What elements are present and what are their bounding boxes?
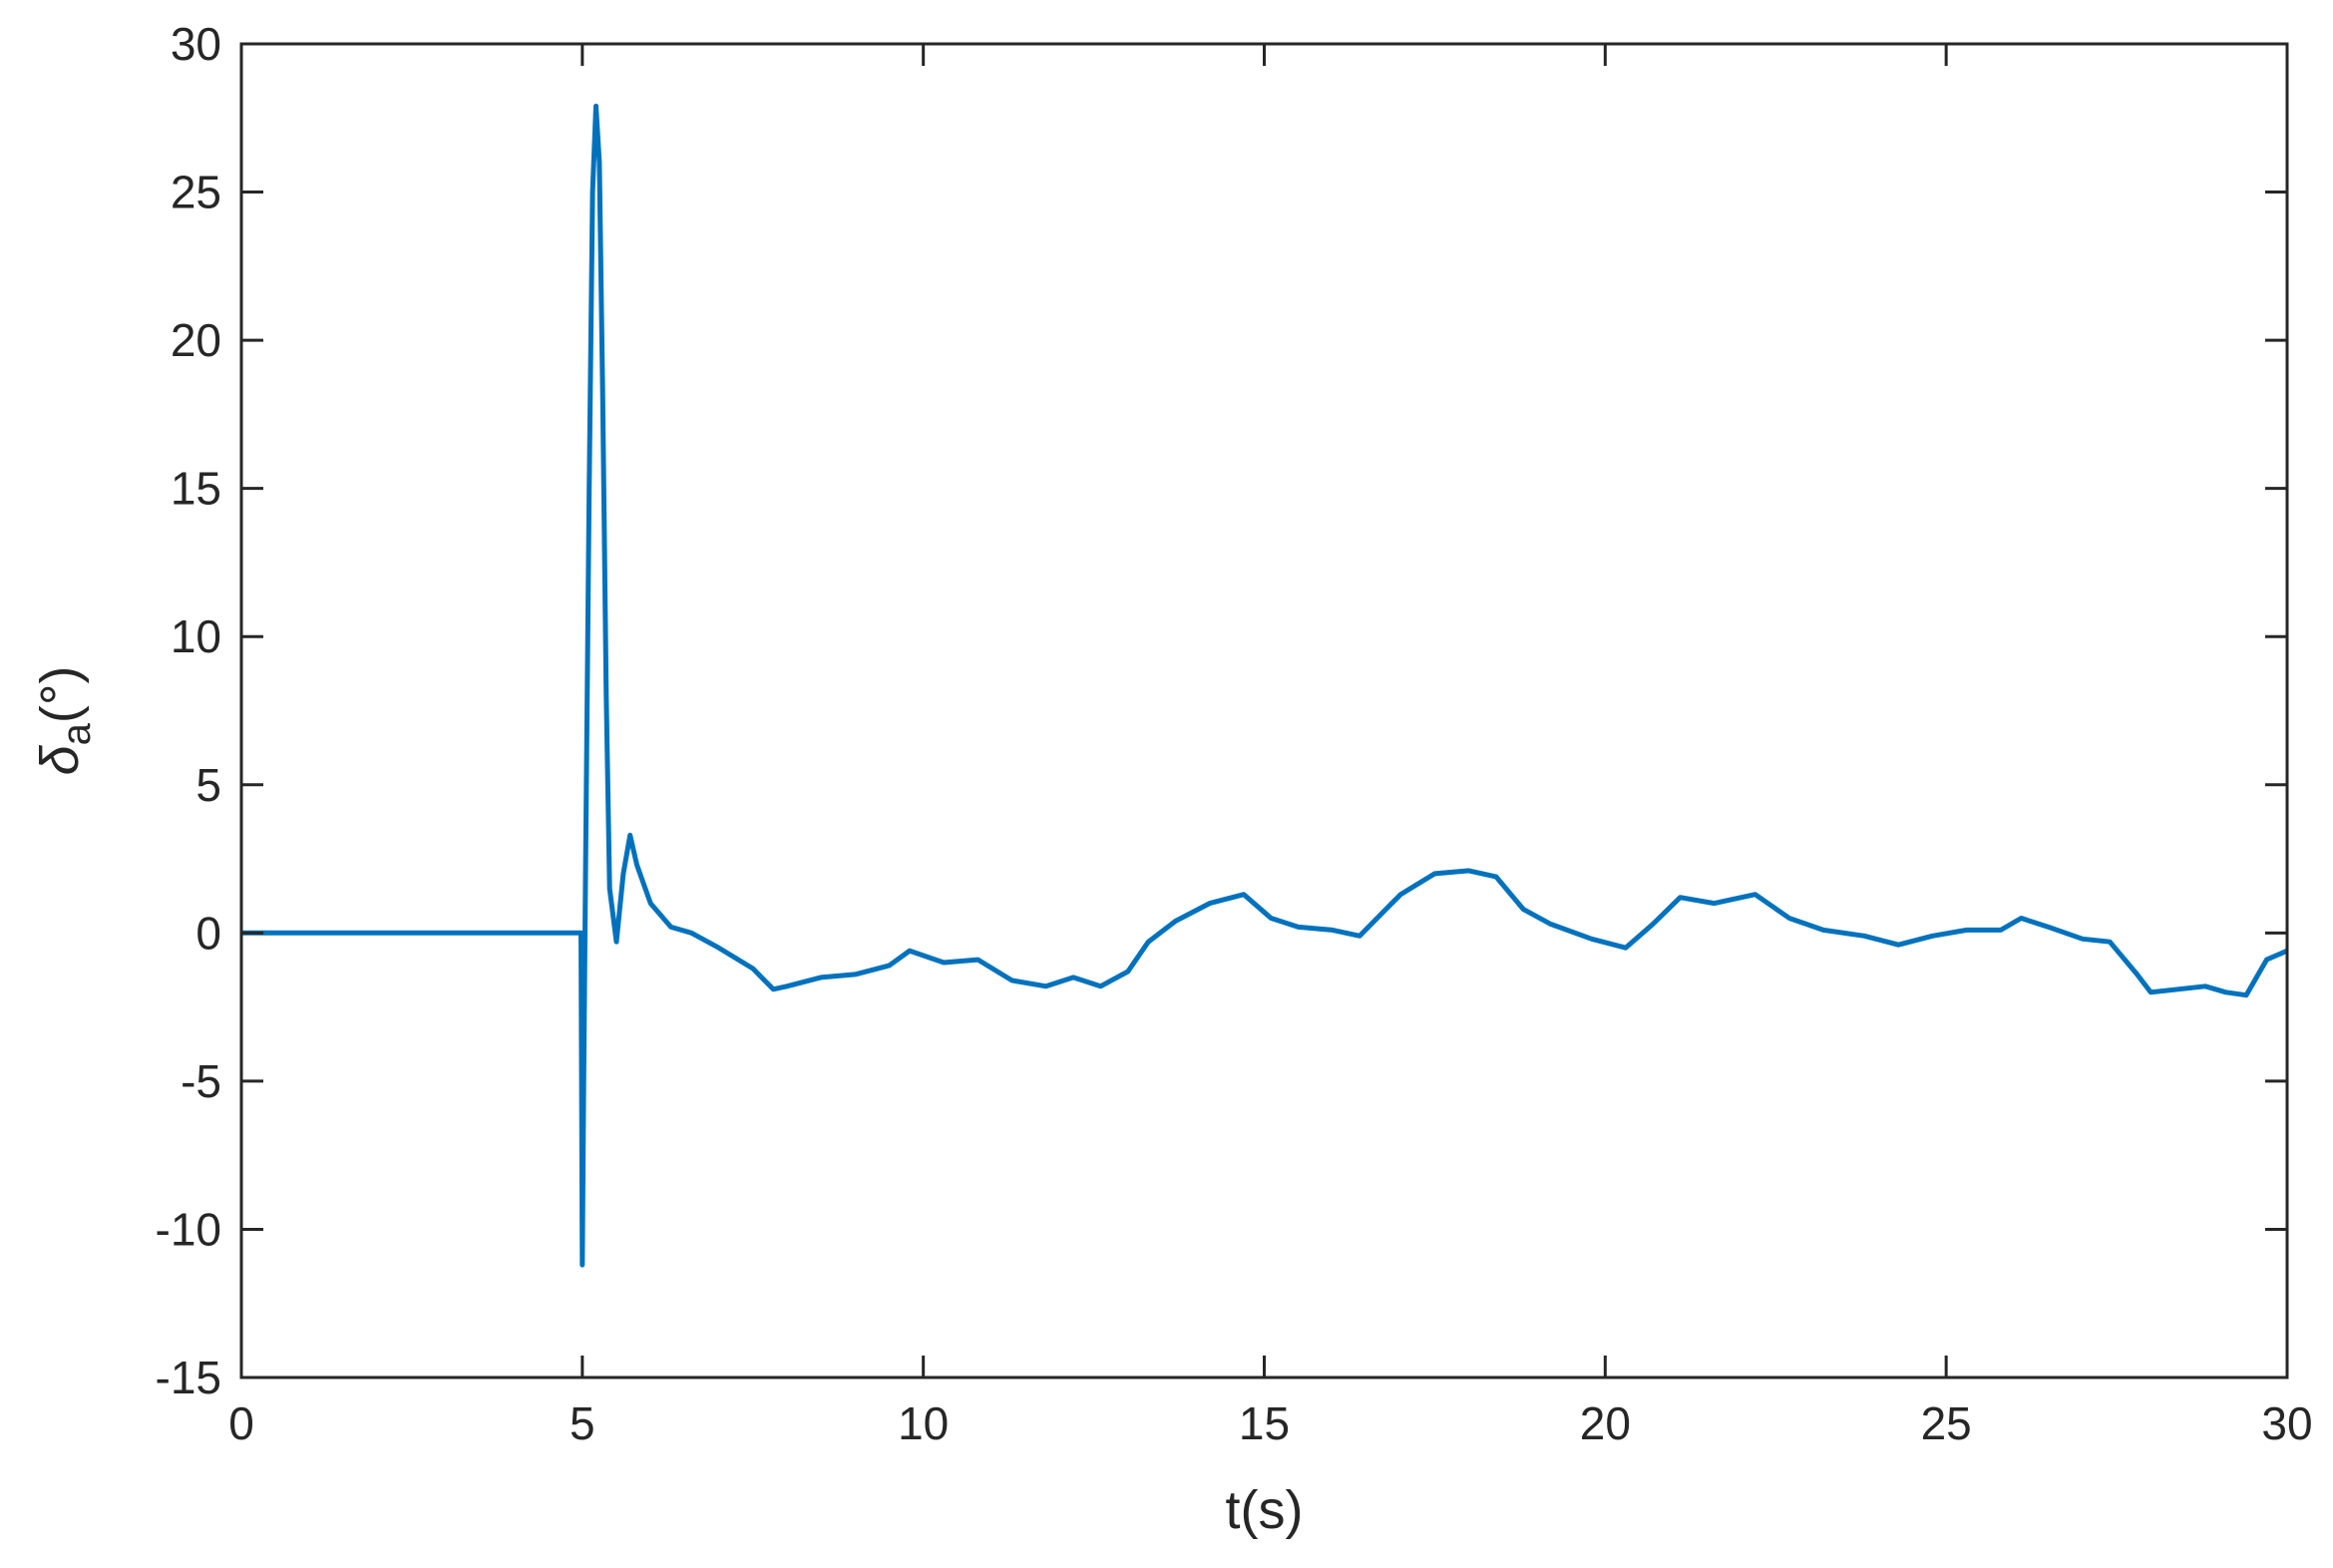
tick-marks (239, 42, 2289, 1379)
y-tick-label: 15 (171, 463, 221, 515)
x-tick-label: 15 (1239, 1397, 1290, 1449)
y-axis-symbol: δ (30, 744, 90, 775)
x-tick-label: 30 (2261, 1397, 2312, 1449)
y-tick-label: 0 (195, 907, 221, 959)
axes-box (239, 42, 2289, 1379)
y-tick-label: 10 (171, 610, 221, 662)
y-axis-subscript: a (55, 722, 99, 745)
x-tick-label: 20 (1580, 1397, 1631, 1449)
x-tick-label: 5 (570, 1397, 595, 1449)
y-tick-label: -15 (156, 1352, 221, 1403)
y-axis-unit: (°) (30, 666, 90, 724)
x-tick-label: 25 (1921, 1397, 1972, 1449)
x-tick-label: 0 (228, 1397, 254, 1449)
x-tick-labels: 0 5 10 15 20 25 30 (228, 1397, 2312, 1449)
y-tick-label: -10 (156, 1203, 221, 1255)
series-line-0 (241, 103, 2288, 1268)
y-tick-labels: -15 -10 -5 0 5 10 15 20 25 30 (156, 18, 221, 1403)
y-tick-label: 5 (195, 759, 221, 811)
y-tick-label: 25 (171, 167, 221, 218)
x-tick-label: 10 (898, 1397, 949, 1449)
y-tick-label: 30 (171, 18, 221, 70)
x-axis-title: t(s) (1226, 1480, 1304, 1540)
axes (239, 42, 2289, 1379)
y-tick-label: 20 (171, 314, 221, 366)
plot-area (241, 103, 2288, 1268)
y-tick-label: -5 (181, 1055, 221, 1107)
y-axis-title: δa(°) (30, 666, 99, 776)
